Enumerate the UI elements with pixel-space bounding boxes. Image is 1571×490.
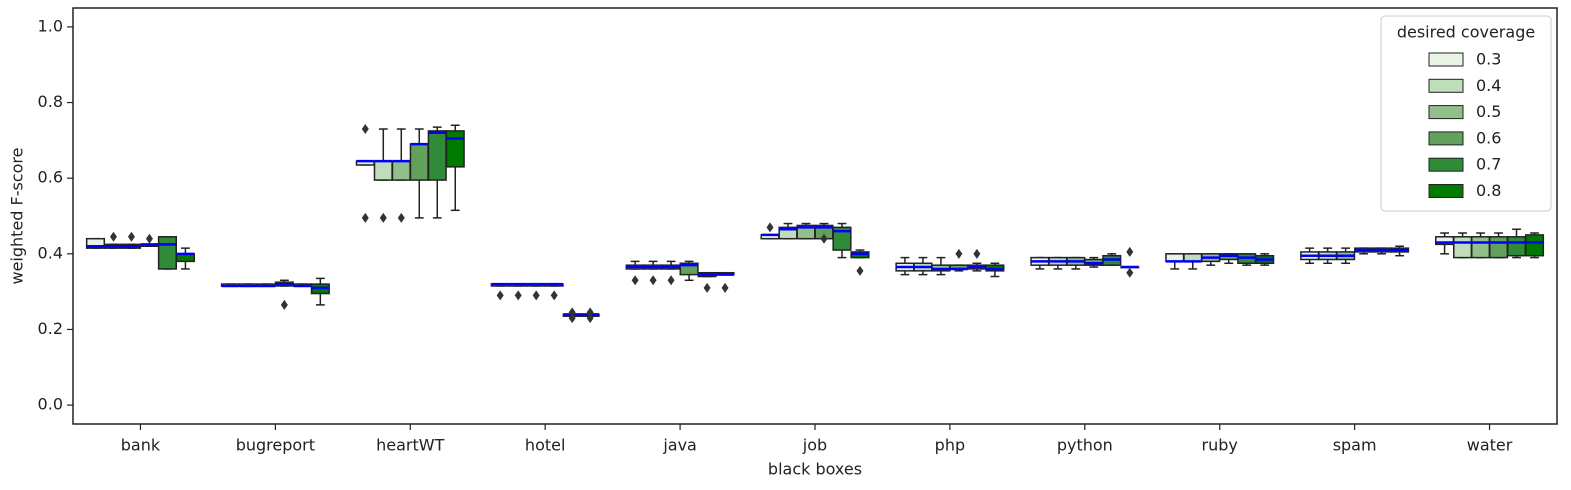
flier [1126, 246, 1134, 257]
flier [568, 307, 576, 318]
flier [568, 313, 576, 324]
y-tick-label: 0.8 [38, 92, 63, 111]
flier [1126, 267, 1134, 278]
flier [109, 231, 117, 242]
legend-label: 0.4 [1476, 76, 1501, 95]
flier [397, 212, 405, 223]
legend-frame [1380, 15, 1552, 212]
box [1488, 236, 1509, 259]
flier [280, 299, 288, 310]
box [679, 262, 699, 276]
plot-frame [72, 7, 1558, 425]
x-tick-label: python [1057, 436, 1113, 455]
x-tick-label: ruby [1202, 436, 1238, 455]
flier [973, 248, 981, 259]
legend-swatch [1428, 78, 1464, 93]
y-axis-label: weighted F-score [8, 148, 27, 285]
x-tick-label: bugreport [236, 436, 315, 455]
legend-swatch [1428, 52, 1464, 67]
x-tick-label: heartWT [376, 436, 444, 455]
flier [820, 233, 828, 244]
box [391, 160, 411, 181]
box [445, 130, 465, 168]
box [85, 237, 106, 249]
box [157, 236, 178, 270]
x-tick-label: bank [121, 436, 161, 455]
box [409, 143, 429, 181]
box [1524, 234, 1545, 257]
flier [586, 307, 594, 318]
flier [721, 282, 729, 293]
flier [379, 212, 387, 223]
x-axis-label: black boxes [768, 460, 862, 479]
flier [703, 282, 711, 293]
box [373, 160, 393, 181]
box [832, 226, 852, 251]
legend-label: 0.6 [1476, 128, 1501, 147]
legend-title: desired coverage [1397, 23, 1535, 42]
x-tick-label: php [935, 436, 965, 455]
legend-swatch [1428, 105, 1464, 120]
flier [127, 231, 135, 242]
legend-label: 0.3 [1476, 50, 1501, 69]
y-tick-label: 1.0 [38, 16, 63, 35]
legend-swatch [1428, 157, 1464, 172]
flier [955, 248, 963, 259]
flier [496, 290, 504, 301]
x-tick-label: spam [1333, 436, 1377, 455]
legend-label: 0.8 [1476, 181, 1501, 200]
y-tick-label: 0.0 [38, 395, 63, 414]
box [1452, 236, 1473, 259]
flier [631, 275, 639, 286]
x-tick-label: job [802, 436, 827, 455]
flier [532, 290, 540, 301]
legend-swatch [1428, 131, 1464, 146]
box [1470, 236, 1491, 259]
y-tick-label: 0.4 [38, 243, 63, 262]
flier [145, 233, 153, 244]
flier [667, 275, 675, 286]
box [1506, 236, 1527, 257]
y-tick-label: 0.6 [38, 168, 63, 187]
x-tick-label: water [1467, 436, 1513, 455]
flier [766, 222, 774, 233]
flier [586, 313, 594, 324]
legend-swatch [1428, 184, 1464, 198]
x-tick-label: hotel [525, 436, 566, 455]
y-tick-label: 0.2 [38, 319, 63, 338]
x-tick-label: java [662, 436, 697, 455]
legend-label: 0.7 [1476, 155, 1501, 174]
flier [856, 265, 864, 276]
legend-label: 0.5 [1476, 102, 1501, 121]
flier [361, 212, 369, 223]
flier [361, 124, 369, 135]
box [427, 130, 447, 181]
flier [649, 275, 657, 286]
flier [514, 290, 522, 301]
flier [550, 290, 558, 301]
